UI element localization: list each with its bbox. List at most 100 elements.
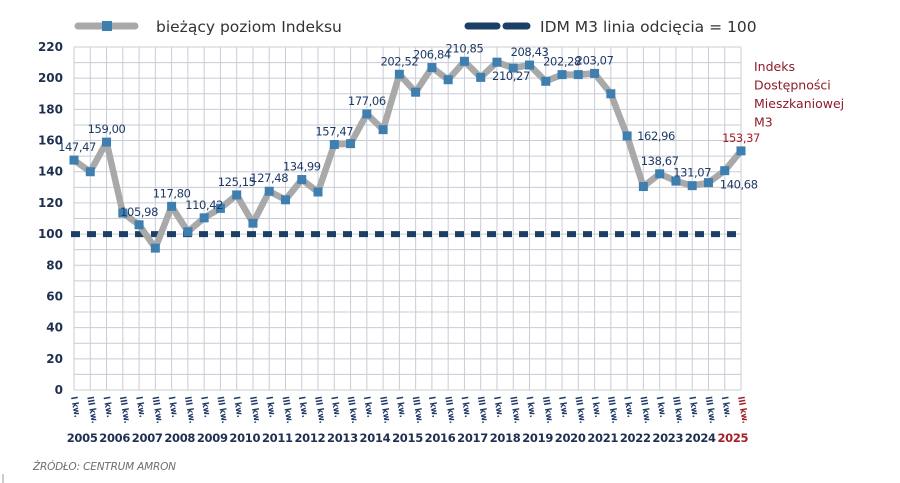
x-tick-label-quarter: III kw. [475,396,490,425]
data-point-marker [606,89,616,99]
x-tick-label-quarter: III kw. [247,396,262,425]
legend-label-cutoff: IDM M3 linia odcięcia = 100 [540,18,757,36]
data-point-marker [736,146,746,156]
x-tick-label-quarter: I kw. [361,396,375,419]
x-tick-label-year: 2017 [457,431,488,445]
x-tick-label-quarter: I kw. [524,396,538,419]
annotation-text: Mieszkaniowej [754,96,844,111]
data-label: 138,67 [641,154,679,168]
data-point-marker [427,63,437,73]
x-tick-label-year: 2021 [587,431,618,445]
data-point-marker [102,137,112,147]
x-tick-label-quarter: III kw. [637,396,652,425]
data-point-marker [655,169,665,179]
x-tick-label-quarter: I kw. [296,396,310,419]
x-tick-label-year: 2006 [99,431,130,445]
x-tick-label-quarter: III kw. [703,396,718,425]
data-label: 131,07 [673,166,711,180]
x-tick-label-year: 2020 [555,431,586,445]
data-label: 202,28 [543,55,581,69]
data-point-marker [687,181,697,191]
y-tick-label: 220 [38,40,63,54]
data-point-marker [280,195,290,205]
x-tick-label-quarter: I kw. [589,396,603,419]
y-tick-label: 160 [38,134,63,148]
data-point-marker [346,139,356,149]
data-point-marker [557,70,567,80]
x-tick-label-quarter: III kw. [117,396,132,425]
data-label: 110,42 [185,198,223,212]
data-label: 134,99 [283,160,321,174]
x-tick-label-year: 2024 [685,431,716,445]
data-point-marker [459,56,469,66]
data-point-marker [443,75,453,85]
x-tick-label-quarter: III kw. [214,396,229,425]
data-label: 153,37 [722,131,760,145]
data-point-marker [297,175,307,185]
x-tick-label-year: 2012 [294,431,325,445]
x-tick-label-year: 2019 [522,431,553,445]
y-tick-label: 100 [38,227,63,241]
data-label: 210,85 [446,41,484,55]
data-label: 159,00 [88,122,126,136]
x-tick-label-quarter: III kw. [410,396,425,425]
data-point-marker [167,201,177,211]
x-tick-label-quarter: I kw. [133,396,147,419]
data-label: 117,80 [153,186,191,200]
data-label: 140,68 [720,178,758,192]
data-point-marker [313,187,323,197]
data-point-marker [134,220,144,230]
x-tick-label-quarter: I kw. [393,396,407,419]
x-tick-label-quarter: I kw. [654,396,668,419]
data-point-marker [541,76,551,86]
data-point-marker [183,227,193,237]
x-tick-label-quarter: I kw. [686,396,700,419]
x-tick-label-year: 2022 [620,431,651,445]
x-tick-label-year: 2023 [652,431,683,445]
data-point-marker [394,69,404,79]
x-tick-label-year: 2015 [392,431,423,445]
x-tick-label-quarter: I kw. [328,396,342,419]
x-tick-label-quarter: I kw. [166,396,180,419]
data-point-marker [118,208,128,218]
data-label: 208,43 [511,45,549,59]
x-tick-label-quarter: III kw. [377,396,392,425]
legend-label-index: bieżący poziom Indeksu [156,18,342,36]
x-tick-label-quarter: III kw. [345,396,360,425]
y-tick-label: 40 [46,321,63,335]
data-label: 206,84 [413,48,451,62]
x-tick-label-year: 2009 [197,431,228,445]
x-tick-label-quarter: III kw. [84,396,99,425]
data-point-marker [69,155,79,165]
y-tick-label: 60 [46,289,63,303]
data-point-marker [525,60,535,70]
data-label: 105,98 [120,205,158,219]
data-label: 125,15 [218,175,256,189]
x-tick-label-quarter: I kw. [426,396,440,419]
data-point-marker [720,166,730,176]
legend-swatch-index-marker [102,21,112,31]
data-point-marker [378,125,388,135]
x-tick-label-quarter: III kw. [540,396,555,425]
y-tick-label: 200 [38,71,63,85]
x-tick-label-quarter: III kw. [280,396,295,425]
data-point-marker [150,243,160,253]
x-tick-label-quarter: III kw. [735,396,750,425]
data-label: 127,48 [250,171,288,185]
data-point-marker [199,213,209,223]
data-label: 210,27 [492,69,530,83]
data-point-marker [362,109,372,119]
data-point-marker [508,63,518,73]
data-point-marker [215,203,225,213]
annotation-text: Dostępności [754,78,831,93]
data-label: 203,07 [576,53,614,67]
x-tick-label-year: 2014 [360,431,391,445]
data-point-marker [85,167,95,177]
x-tick-label-quarter: I kw. [68,396,82,419]
data-point-marker [622,131,632,141]
x-tick-label-quarter: I kw. [231,396,245,419]
data-point-marker [411,87,421,97]
x-tick-label-year: 2018 [490,431,521,445]
x-tick-label-year: 2016 [425,431,456,445]
